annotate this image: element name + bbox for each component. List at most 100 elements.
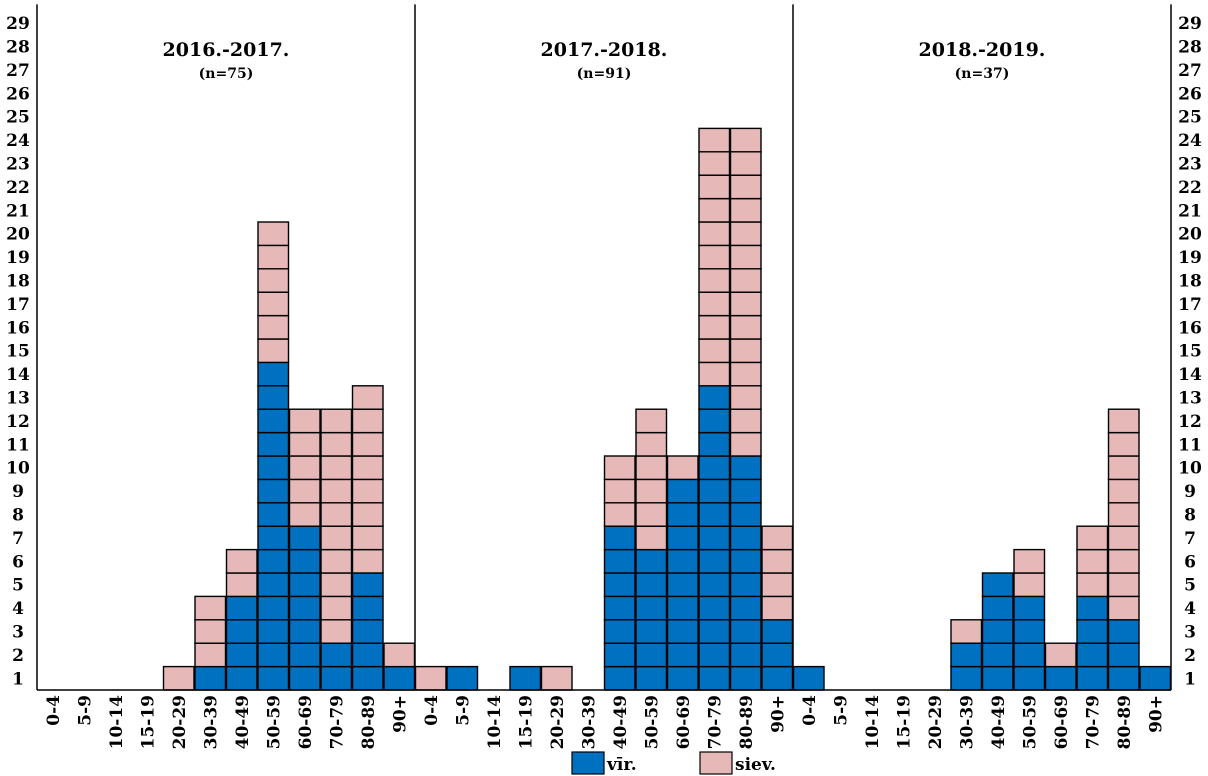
x-tick-p2-20-29: 20-29	[548, 695, 568, 749]
bar-cell-female-p1-60-69-11	[288, 431, 321, 457]
y-tick-left-9: 9	[12, 482, 24, 502]
y-tick-left-7: 7	[12, 529, 24, 549]
bar-cell-female-p3-70-79-6	[1076, 548, 1109, 574]
bar-cell-male-p3-30-39-1	[950, 665, 983, 691]
bar-cell-male-p2-60-69-6	[666, 548, 699, 574]
bar-cell-male-p3-70-79-2	[1076, 642, 1109, 668]
y-tick-right-10: 10	[1178, 459, 1202, 479]
y-tick-right-28: 28	[1178, 38, 1202, 58]
y-tick-right-20: 20	[1178, 225, 1202, 245]
bar-cell-female-p1-60-69-12	[288, 408, 321, 434]
legend-label-female: siev.	[735, 755, 776, 775]
bar-cell-male-p2-15-19-1	[509, 665, 542, 691]
x-tick-p2-5-9: 5-9	[453, 695, 473, 726]
bar-cell-female-p1-70-79-10	[320, 455, 353, 481]
bar-cell-female-p2-40-49-10	[603, 455, 636, 481]
bar-cell-female-p1-50-59-16	[257, 314, 290, 340]
bar-cell-female-p3-80-89-10	[1107, 455, 1140, 481]
bar-cell-male-p1-50-59-6	[257, 548, 290, 574]
bar-cell-male-p3-60-69-1	[1044, 665, 1077, 691]
bar-cell-female-p2-50-59-7	[635, 525, 668, 551]
bar-cell-male-p1-50-59-4	[257, 595, 290, 621]
bar-cell-female-p2-40-49-9	[603, 478, 636, 504]
bar-cell-male-p1-60-69-2	[288, 642, 321, 668]
bar-cell-male-p1-50-59-3	[257, 619, 290, 644]
y-tick-left-26: 26	[6, 84, 30, 104]
y-tick-right-23: 23	[1178, 155, 1202, 175]
bar-cell-male-p1-50-59-10	[257, 455, 290, 481]
bar-cell-female-p3-80-89-8	[1107, 502, 1140, 527]
bar-cell-male-p1-60-69-4	[288, 595, 321, 621]
y-tick-left-29: 29	[6, 14, 30, 34]
bar-cell-male-p2-80-89-7	[729, 525, 762, 551]
bar-cell-male-p1-40-49-3	[225, 619, 258, 644]
bar-cell-male-p3-70-79-1	[1076, 665, 1109, 691]
bar-cell-male-p1-50-59-5	[257, 572, 290, 598]
bar-cell-male-p3-40-49-5	[981, 572, 1014, 598]
y-tick-left-5: 5	[12, 576, 24, 596]
bar-cell-male-p1-50-59-13	[257, 385, 290, 410]
bar-cell-female-p3-30-39-3	[950, 619, 983, 644]
bar-cell-female-p1-70-79-9	[320, 478, 353, 504]
bar-cell-female-p1-50-59-17	[257, 291, 290, 317]
bar-cell-female-p1-40-49-5	[225, 572, 258, 598]
bar-cell-male-p2-50-59-6	[635, 548, 668, 574]
x-tick-p2-90+: 90+	[768, 695, 788, 733]
x-tick-p3-5-9: 5-9	[831, 695, 851, 726]
y-tick-right-12: 12	[1178, 412, 1202, 432]
y-tick-right-14: 14	[1178, 365, 1202, 385]
bar-cell-female-p1-40-49-6	[225, 548, 258, 574]
y-tick-left-22: 22	[6, 178, 30, 198]
bar-cell-female-p2-80-89-11	[729, 431, 762, 457]
bar-cell-female-p2-80-89-16	[729, 314, 762, 340]
y-tick-right-29: 29	[1178, 14, 1202, 34]
y-tick-left-19: 19	[6, 248, 30, 268]
bar-cell-male-p1-50-59-8	[257, 502, 290, 527]
bar-cell-female-p1-70-79-11	[320, 431, 353, 457]
x-tick-p2-60-69: 60-69	[674, 695, 694, 749]
bar-cell-male-p1-70-79-1	[320, 665, 353, 691]
bar-cell-female-p2-80-89-20	[729, 221, 762, 247]
bar-cell-female-p2-80-89-19	[729, 244, 762, 270]
y-tick-left-24: 24	[6, 131, 30, 151]
bar-cell-male-p2-70-79-11	[698, 431, 731, 457]
bar-cell-female-p1-60-69-10	[288, 455, 321, 481]
bar-cell-female-p2-80-89-22	[729, 174, 762, 200]
bar-cell-female-p2-70-79-20	[698, 221, 731, 247]
bar-cell-male-p3-70-79-3	[1076, 619, 1109, 644]
bar-cell-male-p1-50-59-1	[257, 665, 290, 691]
bar-cell-male-p2-70-79-8	[698, 502, 731, 527]
y-tick-left-6: 6	[12, 552, 24, 572]
bar-cell-male-p1-70-79-2	[320, 642, 353, 668]
bar-cell-female-p2-90+-6	[761, 548, 794, 574]
bar-cell-male-p2-50-59-1	[635, 665, 668, 691]
y-tick-right-5: 5	[1184, 576, 1196, 596]
legend-swatch-female	[699, 751, 733, 775]
x-tick-p2-40-49: 40-49	[611, 695, 631, 749]
x-tick-p1-10-14: 10-14	[107, 695, 127, 750]
bar-cell-female-p1-70-79-3	[320, 619, 353, 644]
bar-cell-female-p1-30-39-3	[194, 619, 227, 644]
y-tick-right-26: 26	[1178, 84, 1202, 104]
bar-cell-female-p1-70-79-6	[320, 548, 353, 574]
bar-cell-male-p2-70-79-12	[698, 408, 731, 434]
bar-cell-male-p2-60-69-7	[666, 525, 699, 551]
bar-cell-male-p3-30-39-2	[950, 642, 983, 668]
x-tick-p1-90+: 90+	[390, 695, 410, 733]
bar-cell-female-p3-50-59-5	[1013, 572, 1046, 598]
bar-cell-male-p2-80-89-8	[729, 502, 762, 527]
bar-cell-male-p2-5-9-1	[446, 665, 479, 691]
bar-cell-male-p1-80-89-4	[351, 595, 384, 621]
bar-cell-male-p2-40-49-7	[603, 525, 636, 551]
bar-cell-male-p1-60-69-3	[288, 619, 321, 644]
bar-cell-male-p2-40-49-1	[603, 665, 636, 691]
bar-cell-female-p1-70-79-12	[320, 408, 353, 434]
bar-cell-female-p1-70-79-5	[320, 572, 353, 598]
bar-cell-female-p1-80-89-8	[351, 502, 384, 527]
y-tick-left-3: 3	[12, 623, 24, 643]
panel-n-label-1: (n=75)	[199, 66, 254, 82]
y-tick-right-1: 1	[1184, 669, 1196, 689]
panel-n-label-3: (n=37)	[955, 66, 1010, 82]
y-tick-right-6: 6	[1184, 552, 1196, 572]
bar-cell-male-p3-50-59-2	[1013, 642, 1046, 668]
